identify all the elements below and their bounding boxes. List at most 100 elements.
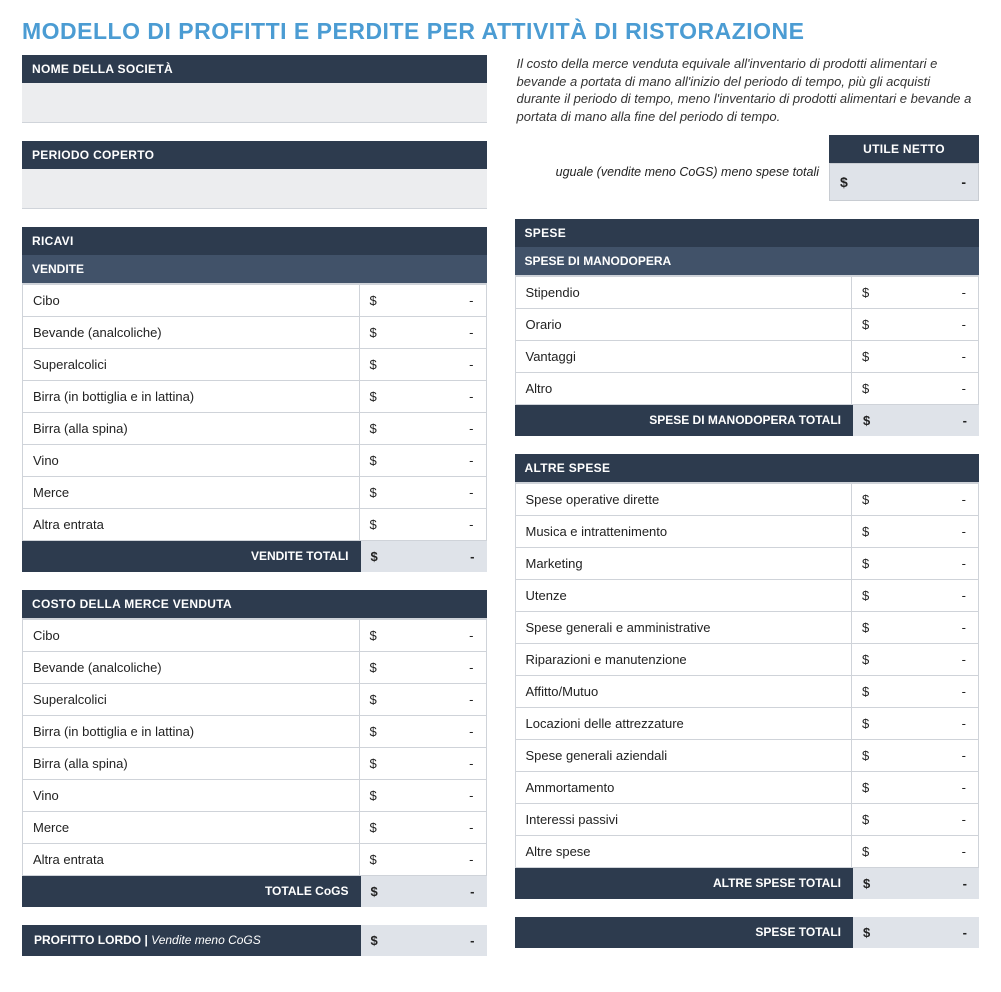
row-label: Locazioni delle attrezzature: [516, 708, 853, 739]
table-row: Riparazioni e manutenzione$-: [516, 644, 979, 676]
row-value[interactable]: -: [396, 381, 486, 412]
row-value[interactable]: -: [888, 373, 978, 404]
row-currency: $: [360, 620, 396, 651]
company-input[interactable]: [22, 83, 487, 123]
row-value[interactable]: -: [396, 413, 486, 444]
table-row: Birra (alla spina)$-: [23, 413, 486, 445]
table-row: Altra entrata$-: [23, 509, 486, 540]
row-value[interactable]: -: [396, 477, 486, 508]
row-label: Vino: [23, 445, 360, 476]
row-value[interactable]: -: [396, 317, 486, 348]
row-value[interactable]: -: [396, 620, 486, 651]
row-currency: $: [360, 381, 396, 412]
netincome-value: -: [860, 164, 978, 200]
table-row: Superalcolici$-: [23, 684, 486, 716]
row-label: Marketing: [516, 548, 853, 579]
row-value[interactable]: -: [396, 780, 486, 811]
period-block: PERIODO COPERTO: [22, 141, 487, 209]
row-value[interactable]: -: [396, 285, 486, 316]
row-value[interactable]: -: [888, 836, 978, 867]
table-row: Affitto/Mutuo$-: [516, 676, 979, 708]
row-label: Ammortamento: [516, 772, 853, 803]
table-row: Interessi passivi$-: [516, 804, 979, 836]
row-value[interactable]: -: [396, 509, 486, 540]
row-label: Altro: [516, 373, 853, 404]
cogs-total-currency: $: [361, 876, 397, 907]
gross-profit-value: -: [397, 925, 487, 956]
row-value[interactable]: -: [888, 644, 978, 675]
table-row: Bevande (analcoliche)$-: [23, 317, 486, 349]
row-currency: $: [852, 740, 888, 771]
sales-total-currency: $: [361, 541, 397, 572]
company-header: NOME DELLA SOCIETÀ: [22, 55, 487, 83]
row-label: Superalcolici: [23, 349, 360, 380]
row-label: Cibo: [23, 285, 360, 316]
table-row: Altra entrata$-: [23, 844, 486, 875]
row-value[interactable]: -: [396, 652, 486, 683]
row-value[interactable]: -: [888, 676, 978, 707]
expenses-section: SPESE SPESE DI MANODOPERA Stipendio$-Ora…: [515, 219, 980, 436]
period-header: PERIODO COPERTO: [22, 141, 487, 169]
row-value[interactable]: -: [888, 708, 978, 739]
table-row: Spese generali aziendali$-: [516, 740, 979, 772]
other-total-currency: $: [853, 868, 889, 899]
row-currency: $: [360, 509, 396, 540]
row-label: Utenze: [516, 580, 853, 611]
table-row: Birra (alla spina)$-: [23, 748, 486, 780]
cogs-note: Il costo della merce venduta equivale al…: [515, 55, 980, 131]
row-value[interactable]: -: [888, 277, 978, 308]
row-currency: $: [852, 772, 888, 803]
table-row: Locazioni delle attrezzature$-: [516, 708, 979, 740]
cogs-section: COSTO DELLA MERCE VENDUTA Cibo$-Bevande …: [22, 590, 487, 907]
table-row: Birra (in bottiglia e in lattina)$-: [23, 716, 486, 748]
row-value[interactable]: -: [396, 748, 486, 779]
row-value[interactable]: -: [888, 548, 978, 579]
row-value[interactable]: -: [396, 349, 486, 380]
row-currency: $: [360, 716, 396, 747]
table-row: Vino$-: [23, 445, 486, 477]
row-currency: $: [852, 612, 888, 643]
sales-total-label: VENDITE TOTALI: [22, 541, 361, 572]
period-input[interactable]: [22, 169, 487, 209]
row-value[interactable]: -: [396, 812, 486, 843]
row-value[interactable]: -: [396, 684, 486, 715]
row-value[interactable]: -: [888, 740, 978, 771]
row-label: Spese generali aziendali: [516, 740, 853, 771]
expenses-grand-total: SPESE TOTALI $ -: [515, 917, 980, 948]
expenses-grand-total-value: -: [889, 917, 979, 948]
row-value[interactable]: -: [888, 341, 978, 372]
table-row: Ammortamento$-: [516, 772, 979, 804]
labor-total-currency: $: [853, 405, 889, 436]
row-value[interactable]: -: [396, 844, 486, 875]
other-total-value: -: [889, 868, 979, 899]
cogs-total-value: -: [397, 876, 487, 907]
row-value[interactable]: -: [396, 716, 486, 747]
cogs-total-label: TOTALE CoGS: [22, 876, 361, 907]
row-value[interactable]: -: [888, 804, 978, 835]
table-row: Spese generali e amministrative$-: [516, 612, 979, 644]
row-currency: $: [360, 652, 396, 683]
table-row: Vantaggi$-: [516, 341, 979, 373]
row-label: Altra entrata: [23, 844, 360, 875]
row-currency: $: [852, 548, 888, 579]
expenses-header: SPESE: [515, 219, 980, 247]
revenue-section: RICAVI VENDITE Cibo$-Bevande (analcolich…: [22, 227, 487, 572]
sales-total-value: -: [397, 541, 487, 572]
labor-total-value: -: [889, 405, 979, 436]
row-value[interactable]: -: [888, 772, 978, 803]
row-value[interactable]: -: [888, 309, 978, 340]
row-value[interactable]: -: [396, 445, 486, 476]
revenue-header: RICAVI: [22, 227, 487, 255]
row-currency: $: [360, 477, 396, 508]
row-value[interactable]: -: [888, 516, 978, 547]
row-label: Merce: [23, 812, 360, 843]
row-currency: $: [852, 484, 888, 515]
row-value[interactable]: -: [888, 580, 978, 611]
gross-profit-row: PROFITTO LORDO | Vendite meno CoGS $ -: [22, 925, 487, 956]
netincome-currency: $: [830, 164, 860, 200]
table-row: Cibo$-: [23, 284, 486, 317]
row-value[interactable]: -: [888, 612, 978, 643]
row-currency: $: [360, 349, 396, 380]
row-value[interactable]: -: [888, 484, 978, 515]
row-label: Stipendio: [516, 277, 853, 308]
